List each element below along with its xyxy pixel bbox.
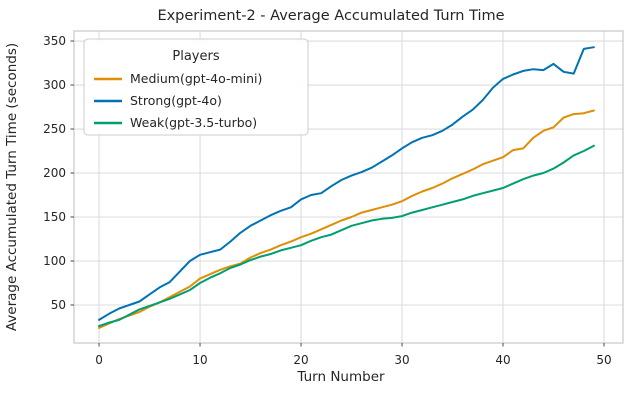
- legend-entry-label: Strong(gpt-4o): [130, 93, 222, 108]
- x-axis-label: Turn Number: [296, 369, 385, 385]
- legend: Players Medium(gpt-4o-mini) Strong(gpt-4o)…: [83, 38, 309, 136]
- legend-entry-label: Medium(gpt-4o-mini): [130, 71, 262, 86]
- y-tick-label: 100: [43, 254, 66, 268]
- y-tick-label: 350: [43, 34, 66, 48]
- legend-entry-label: Weak(gpt-3.5-turbo): [130, 115, 257, 130]
- y-tick-label: 50: [51, 298, 66, 312]
- series-line: [98, 144, 595, 328]
- x-tick-label: 50: [596, 353, 611, 367]
- x-tick-label: 40: [495, 353, 510, 367]
- legend-title: Players: [172, 49, 219, 64]
- y-tick-label: 250: [43, 122, 66, 136]
- x-tick-label: 10: [192, 353, 207, 367]
- chart-title: Experiment-2 - Average Accumulated Turn …: [157, 8, 504, 24]
- x-axis: 0 10 20 30 40 50: [95, 343, 612, 367]
- y-axis: 50 100 150 200 250 300 350: [43, 34, 74, 312]
- x-tick-label: 20: [293, 353, 308, 367]
- y-tick-label: 200: [43, 166, 66, 180]
- y-tick-label: 150: [43, 210, 66, 224]
- x-tick-label: 0: [95, 353, 103, 367]
- series-line: [98, 46, 595, 321]
- legend-box: [83, 38, 309, 136]
- y-tick-label: 300: [43, 78, 66, 92]
- series-line: [98, 109, 595, 329]
- series-lines: [98, 46, 595, 329]
- x-tick-label: 30: [394, 353, 409, 367]
- y-axis-label: Average Accumulated Turn Time (seconds): [4, 43, 20, 331]
- plot-border: [73, 30, 624, 344]
